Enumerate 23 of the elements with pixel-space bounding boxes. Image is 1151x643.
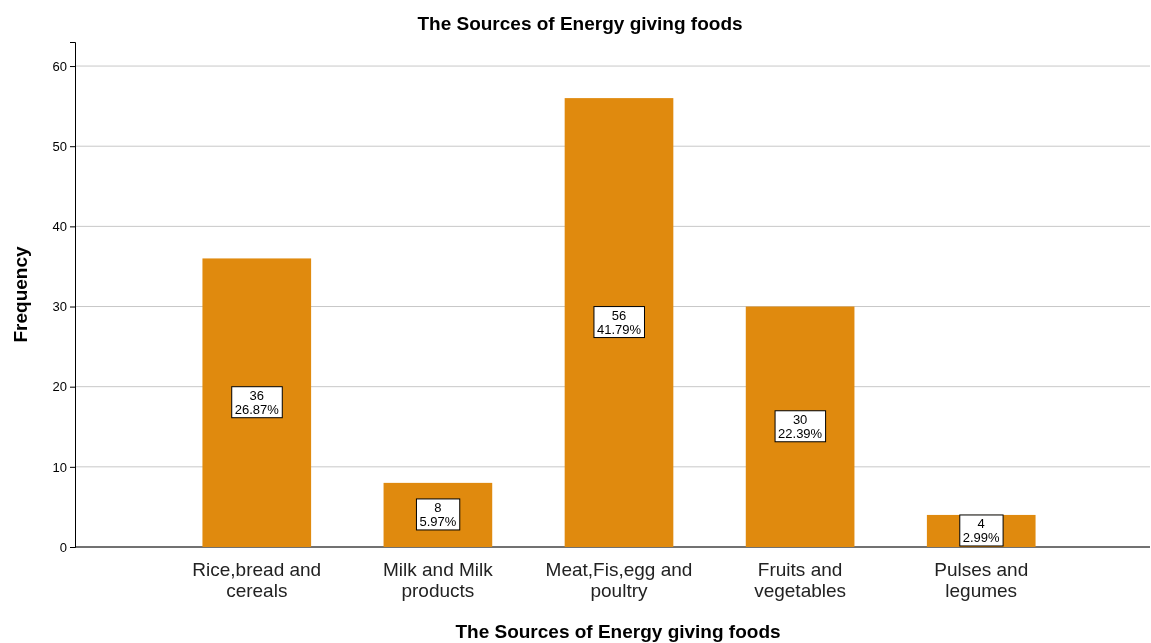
y-tick-label: 10 — [52, 459, 67, 475]
data-label: 36 26.87% — [234, 387, 280, 417]
data-label: 56 41.79% — [596, 307, 642, 337]
y-tick-label: 40 — [52, 219, 67, 235]
bar — [745, 306, 855, 547]
y-tick-label: 0 — [59, 539, 67, 555]
data-label: 4 2.99% — [962, 515, 1001, 545]
x-tick-label: Pulses and legumes — [934, 559, 1029, 601]
y-tick-label: 50 — [52, 138, 67, 154]
y-tick-label: 20 — [52, 379, 67, 395]
chart-title: The Sources of Energy giving foods — [417, 13, 743, 34]
data-label: 30 22.39% — [778, 411, 823, 441]
x-tick-label: Milk and Milk products — [382, 559, 494, 601]
data-label: 8 5.97% — [419, 499, 457, 529]
y-axis-title: Frequency — [10, 246, 31, 343]
bar — [564, 98, 674, 547]
y-tick-label: 30 — [52, 299, 67, 315]
x-tick-label: Meat,Fis,egg and poultry — [545, 559, 693, 601]
x-tick-label: Rice,bread and cereals — [192, 559, 322, 601]
y-tick-label: 60 — [52, 58, 67, 74]
x-tick-label: Fruits and vegetables — [754, 559, 847, 601]
x-axis-title: The Sources of Energy giving foods — [455, 621, 781, 642]
bar — [202, 258, 312, 547]
